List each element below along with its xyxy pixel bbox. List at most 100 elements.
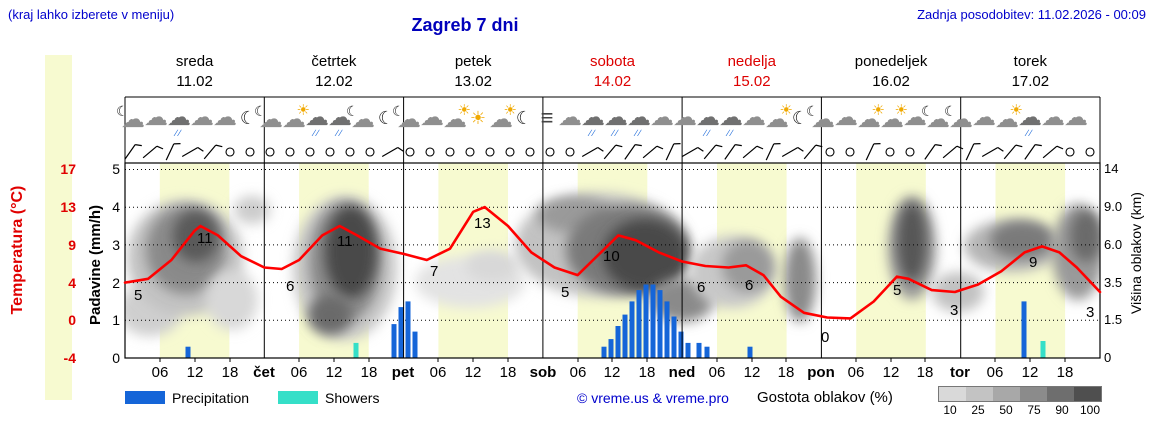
hour-label: 06: [290, 364, 308, 381]
hour-label: 06: [569, 364, 587, 381]
wind-barb-icon: [742, 145, 764, 159]
credit-link[interactable]: © vreme.us & vreme.pro: [577, 390, 729, 406]
precipitation-bar: [704, 346, 710, 358]
moon-glyph: ☾: [921, 103, 934, 119]
calm-circle-icon: [365, 147, 375, 157]
day-date: 12.02: [315, 73, 353, 90]
cloud-height-ticks: 14 9.0 6.0 3.5 1.5 0: [1104, 0, 1140, 443]
cloud-glyph: ☁: [328, 104, 352, 131]
temp-tick: 17: [60, 161, 76, 177]
calm-circle-icon: [1085, 147, 1095, 157]
precipitation-bar: [643, 284, 649, 358]
cloud-blob: [603, 219, 687, 291]
wind-barb-icon: [703, 144, 723, 160]
calm-circle-icon: [885, 147, 895, 157]
temperature-value-label: 5: [561, 284, 569, 301]
precipitation-legend-label: Precipitation: [172, 390, 250, 406]
cloud-icon: ☁: [1040, 105, 1066, 141]
wind-barb-icon: [924, 144, 942, 160]
cloud-glyph: ☁: [696, 104, 720, 131]
cloud-icon: ☁: [741, 105, 767, 141]
moon-cloud-icon: ☾ ☁: [806, 103, 836, 141]
temperature-line: [123, 205, 1102, 320]
precipitation-bar: [657, 290, 663, 358]
day-header-sreda: sreda 11.02: [125, 52, 264, 92]
day-header-ponedeljek: ponedeljek 16.02: [821, 52, 960, 92]
hour-label: 12: [603, 364, 621, 381]
hour-label: 06: [847, 364, 865, 381]
temp-tick: 4: [68, 275, 76, 291]
precipitation-bar: [1021, 301, 1027, 358]
cloud-blob: [690, 236, 774, 308]
wind-barb-icon: [965, 143, 981, 161]
hour-label: 12: [325, 364, 343, 381]
cloud-blob: [566, 205, 690, 295]
temperature-value-label: 6: [697, 279, 705, 296]
sun-glyph: ☀: [1009, 102, 1023, 119]
day-header-row: sreda 11.02 četrtek 12.02 petek 13.02 sobota 14…: [0, 52, 1152, 96]
rain-cloud-icon: ☁ ∕∕: [327, 105, 353, 141]
temperature-value-label: 11: [337, 233, 353, 250]
cloud-glyph: ☁: [489, 106, 513, 133]
wind-barb-icon: [665, 143, 681, 161]
precipitation-bar: [671, 316, 677, 358]
cloud-blob: [206, 270, 258, 330]
calm-circle-icon: [1065, 147, 1075, 157]
wind-barb-icon: [781, 146, 804, 158]
moon-glyph: ☾: [944, 103, 957, 119]
density-scale-box: [1020, 387, 1047, 401]
wind-barb-icon: [803, 144, 823, 160]
cloud-glyph: ☁: [443, 106, 467, 133]
temperature-value-label: 3: [1086, 304, 1094, 321]
moon-glyph: ☾: [254, 103, 267, 119]
hour-label: 12: [1021, 364, 1039, 381]
density-scale-box: [993, 387, 1020, 401]
cloud-blob: [309, 202, 381, 322]
cloud-glyph: ☁: [213, 104, 237, 131]
sun-glyph: ☀: [871, 102, 885, 119]
cloud-icon: ☁: [672, 105, 698, 141]
calm-circle-icon: [485, 147, 495, 157]
cloud-glyph: ☁: [282, 106, 306, 133]
cloud-glyph: ☁: [742, 104, 766, 131]
sun-cloud-icon: ☀ ☁: [879, 102, 908, 141]
day-date: 14.02: [593, 73, 632, 90]
wind-barb-icon: [581, 146, 604, 158]
wind-barb-icon: [1042, 145, 1064, 159]
rain-drops: ∕∕: [612, 128, 620, 138]
precipitation-bar: [650, 284, 656, 358]
cloud-glyph: ☁: [972, 104, 996, 131]
cloud-blob: [146, 206, 226, 294]
cloud-blob: [990, 221, 1054, 259]
cloud-blob: [1070, 210, 1100, 262]
fog-glyph: ≡: [540, 105, 554, 130]
cloud-icon: ☁: [419, 105, 445, 141]
cloud-glyph: ☁: [259, 106, 283, 133]
hour-label: 18: [777, 364, 795, 381]
wind-barb-icon: [165, 143, 181, 161]
sun-glyph: ☀: [457, 102, 471, 119]
density-scale-value: 75: [1027, 403, 1041, 417]
cloud-tick: 9.0: [1104, 199, 1123, 214]
calm-circle-icon: [545, 147, 555, 157]
cloud-density-layer: [125, 193, 1100, 340]
day-date: 16.02: [872, 73, 910, 90]
sun-cloud-icon: ☀ ☁: [488, 102, 517, 141]
hour-label: 06: [429, 364, 447, 381]
cloud-height-axis-label: Višina oblakov (km): [1128, 192, 1144, 314]
left-accent-strip: [45, 55, 72, 400]
cloud-blob: [125, 284, 182, 336]
day-abbrev-label: pet: [391, 364, 415, 381]
day-abbrev-label: ned: [668, 364, 696, 381]
precipitation-bar: [622, 314, 628, 358]
temperature-value-label: 6: [286, 278, 294, 295]
fog-icon: ≡: [534, 105, 560, 141]
cloud-icon: ☁: [212, 105, 238, 141]
precip-tick: 3: [112, 237, 120, 253]
moon-icon: ☾: [511, 105, 537, 141]
precip-tick: 4: [112, 199, 120, 215]
cloud-glyph: ☁: [903, 104, 927, 131]
density-scale-value: 50: [999, 403, 1013, 417]
temperature-value-label: 9: [1029, 254, 1037, 271]
wind-barb-icon: [1024, 144, 1042, 160]
